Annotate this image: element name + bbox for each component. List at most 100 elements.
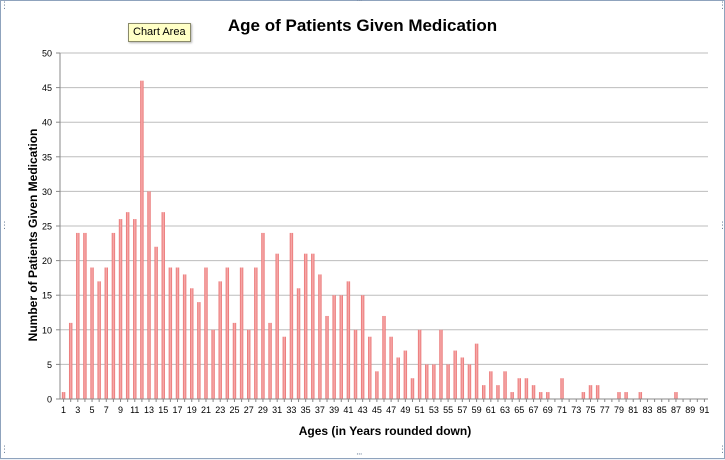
bar[interactable] xyxy=(254,267,258,399)
bar[interactable] xyxy=(133,219,137,399)
bar[interactable] xyxy=(467,364,472,399)
bar[interactable] xyxy=(190,288,194,399)
x-tick-label: 23 xyxy=(215,405,225,415)
bar[interactable] xyxy=(453,350,457,399)
x-tick-label: 89 xyxy=(685,405,695,415)
bar[interactable] xyxy=(218,281,222,399)
bar[interactable] xyxy=(425,364,429,399)
bar[interactable] xyxy=(375,371,379,399)
bar[interactable] xyxy=(261,232,265,399)
bar[interactable] xyxy=(446,364,450,399)
bar[interactable] xyxy=(239,267,244,399)
bar[interactable] xyxy=(403,350,408,399)
bar[interactable] xyxy=(140,80,144,400)
x-tick-label: 77 xyxy=(600,405,610,415)
resize-handle-left[interactable]: ⋮ xyxy=(0,221,9,231)
bar[interactable] xyxy=(182,274,187,399)
resize-handle-bottom-right[interactable]: ⋮ xyxy=(718,445,725,455)
resize-handle-top-right[interactable]: ⋮ xyxy=(718,1,725,11)
bar[interactable] xyxy=(325,315,329,399)
bar[interactable] xyxy=(97,281,101,399)
bar[interactable] xyxy=(624,392,628,399)
bar[interactable] xyxy=(410,378,415,399)
bar[interactable] xyxy=(389,336,393,399)
bar[interactable] xyxy=(147,191,151,399)
bar[interactable] xyxy=(339,295,343,399)
bar[interactable] xyxy=(503,371,507,399)
bar[interactable] xyxy=(118,219,123,399)
bar[interactable] xyxy=(125,212,130,399)
y-tick-label: 5 xyxy=(47,360,52,370)
bar[interactable] xyxy=(282,336,287,399)
resize-handle-top-left[interactable]: ⋮ xyxy=(0,1,9,11)
bar[interactable] xyxy=(296,288,301,399)
bar[interactable] xyxy=(175,267,180,399)
bar[interactable] xyxy=(68,322,73,399)
bar[interactable] xyxy=(674,392,678,399)
bar[interactable] xyxy=(524,378,529,399)
bar[interactable] xyxy=(168,267,173,399)
bar[interactable] xyxy=(197,302,201,399)
bar[interactable] xyxy=(289,232,294,399)
bar[interactable] xyxy=(460,357,465,399)
bar[interactable] xyxy=(510,392,514,399)
bar[interactable] xyxy=(360,295,365,399)
bar[interactable] xyxy=(204,267,208,399)
bar[interactable] xyxy=(638,392,643,399)
bar[interactable] xyxy=(83,232,87,399)
x-tick-label: 51 xyxy=(415,405,425,415)
bar[interactable] xyxy=(581,392,586,399)
bar[interactable] xyxy=(311,253,315,399)
bar[interactable] xyxy=(617,392,621,399)
bar[interactable] xyxy=(439,329,443,399)
bar[interactable] xyxy=(382,315,386,399)
bar[interactable] xyxy=(396,357,400,399)
bar[interactable] xyxy=(268,322,272,399)
bar[interactable] xyxy=(275,253,279,399)
bar[interactable] xyxy=(517,378,521,399)
bar[interactable] xyxy=(353,329,358,399)
x-tick-label: 69 xyxy=(543,405,553,415)
bar[interactable] xyxy=(104,267,108,399)
bar[interactable] xyxy=(595,385,600,399)
x-tick-label: 91 xyxy=(699,405,709,415)
bar[interactable] xyxy=(161,212,165,399)
bar[interactable] xyxy=(489,371,493,399)
x-tick-label: 31 xyxy=(272,405,282,415)
resize-handle-top[interactable]: ··· xyxy=(356,0,363,6)
bar[interactable] xyxy=(154,246,158,399)
x-tick-label: 45 xyxy=(372,405,382,415)
bar[interactable] xyxy=(247,329,251,399)
bar[interactable] xyxy=(332,295,336,399)
bar[interactable] xyxy=(346,281,351,399)
bar[interactable] xyxy=(61,392,66,399)
bar[interactable] xyxy=(211,329,215,399)
bar[interactable] xyxy=(232,322,237,399)
resize-handle-right[interactable]: ⋮ xyxy=(718,221,725,231)
bar[interactable] xyxy=(481,385,486,399)
bar[interactable] xyxy=(368,336,372,399)
bar[interactable] xyxy=(90,267,94,399)
bar[interactable] xyxy=(546,392,550,399)
y-tick-label: 45 xyxy=(42,83,52,93)
bar[interactable] xyxy=(496,385,500,399)
bar[interactable] xyxy=(76,232,80,399)
bar[interactable] xyxy=(111,232,116,399)
bar[interactable] xyxy=(560,378,564,399)
x-tick-label: 33 xyxy=(286,405,296,415)
bar[interactable] xyxy=(531,385,536,399)
resize-handle-bottom-left[interactable]: ⋮ xyxy=(0,445,9,455)
bar[interactable] xyxy=(303,253,308,399)
x-tick-label: 25 xyxy=(229,405,239,415)
x-tick-label: 49 xyxy=(400,405,410,415)
bar[interactable] xyxy=(432,364,436,399)
x-tick-label: 55 xyxy=(443,405,453,415)
bar[interactable] xyxy=(588,385,593,399)
resize-handle-bottom[interactable]: ··· xyxy=(356,450,363,460)
bar[interactable] xyxy=(318,274,322,399)
bar[interactable] xyxy=(474,343,479,399)
bar[interactable] xyxy=(225,267,230,399)
bar[interactable] xyxy=(538,392,543,399)
x-tick-label: 71 xyxy=(557,405,567,415)
bar[interactable] xyxy=(417,329,422,399)
